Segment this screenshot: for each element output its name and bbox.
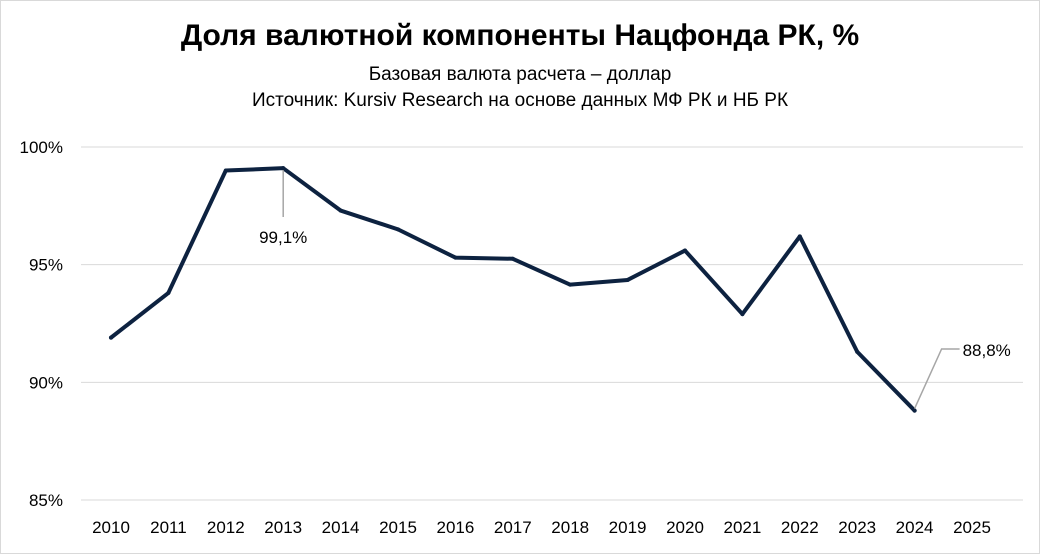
data-point <box>166 290 171 295</box>
chart-source: Источник: Kursiv Research на основе данн… <box>251 90 789 111</box>
data-point <box>396 227 400 232</box>
annotation-label: 88,8% <box>963 341 1011 360</box>
x-tick-label: 2010 <box>92 518 130 537</box>
x-tick-label: 2018 <box>551 518 589 537</box>
x-tick-label: 2013 <box>264 518 302 537</box>
data-point <box>453 255 458 260</box>
x-tick-label: 2020 <box>666 518 704 537</box>
chart-title: Доля валютной компоненты Нацфонда РК, % <box>180 19 860 52</box>
x-tick-label: 2019 <box>609 518 647 537</box>
data-point <box>797 234 802 239</box>
data-point <box>740 312 745 317</box>
data-point <box>510 256 515 261</box>
x-tick-label: 2025 <box>953 518 991 537</box>
x-tick-label: 2022 <box>781 518 819 537</box>
x-tick-label: 2021 <box>723 518 761 537</box>
data-point <box>223 168 228 173</box>
x-tick-label: 2012 <box>207 518 245 537</box>
x-tick-label: 2024 <box>896 518 934 537</box>
series-line <box>109 166 917 413</box>
chart-subtitle: Базовая валюта расчета – доллар <box>368 64 672 85</box>
y-tick-label: 85% <box>29 491 63 510</box>
x-tick-label: 2014 <box>322 518 360 537</box>
x-tick-label: 2017 <box>494 518 532 537</box>
data-point <box>338 208 343 213</box>
data-point <box>855 349 860 354</box>
annotation-label: 99,1% <box>259 228 307 247</box>
data-point <box>683 248 687 253</box>
data-point <box>109 335 113 340</box>
y-tick-label: 100% <box>20 138 63 157</box>
annotation-leader <box>913 348 960 409</box>
x-tick-label: 2016 <box>436 518 474 537</box>
data-point <box>281 166 286 171</box>
data-point <box>625 277 630 282</box>
data-point <box>912 408 917 413</box>
x-tick-label: 2023 <box>838 518 876 537</box>
y-tick-label: 90% <box>29 373 63 392</box>
x-tick-label: 2015 <box>379 518 417 537</box>
x-tick-label: 2011 <box>150 518 187 537</box>
data-point <box>568 282 573 287</box>
y-tick-label: 95% <box>29 256 63 275</box>
